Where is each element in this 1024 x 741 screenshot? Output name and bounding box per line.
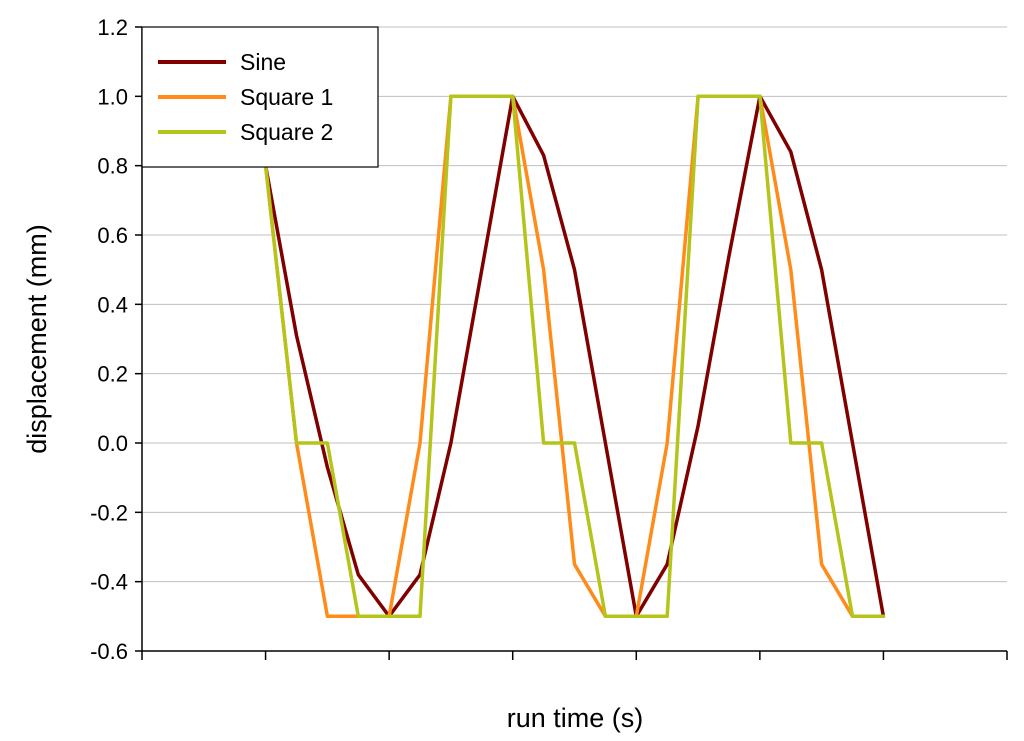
legend-label: Square 1 — [240, 84, 333, 110]
y-tick-label: 0.8 — [97, 154, 128, 179]
x-axis-ticks — [141, 651, 1008, 660]
y-tick-label: 1.2 — [97, 15, 128, 40]
y-tick-label: 0.0 — [97, 431, 128, 456]
series-line-square-1 — [263, 94, 886, 619]
series-line-square-2 — [263, 94, 886, 619]
series-layer — [263, 94, 886, 619]
legend: Sine Square 1 Square 2 — [141, 26, 379, 168]
y-tick-label: 0.4 — [97, 292, 128, 317]
y-axis-title: displacement (mm) — [22, 224, 52, 454]
y-tick-label: -0.2 — [90, 500, 128, 525]
y-tick-label: 0.6 — [97, 223, 128, 248]
x-axis-title: run time (s) — [507, 703, 644, 733]
y-tick-label: 1.0 — [97, 84, 128, 109]
y-tick-label: -0.4 — [90, 570, 128, 595]
y-tick-label: 0.2 — [97, 362, 128, 387]
legend-label: Square 2 — [240, 119, 333, 145]
legend-label: Sine — [240, 49, 286, 75]
series-line-sine — [263, 94, 886, 619]
y-tick-label: -0.6 — [90, 639, 128, 664]
y-axis-ticks: -0.6 -0.4 -0.2 0.0 0.2 0.4 0.6 0.8 1.0 1.2 — [90, 15, 142, 664]
